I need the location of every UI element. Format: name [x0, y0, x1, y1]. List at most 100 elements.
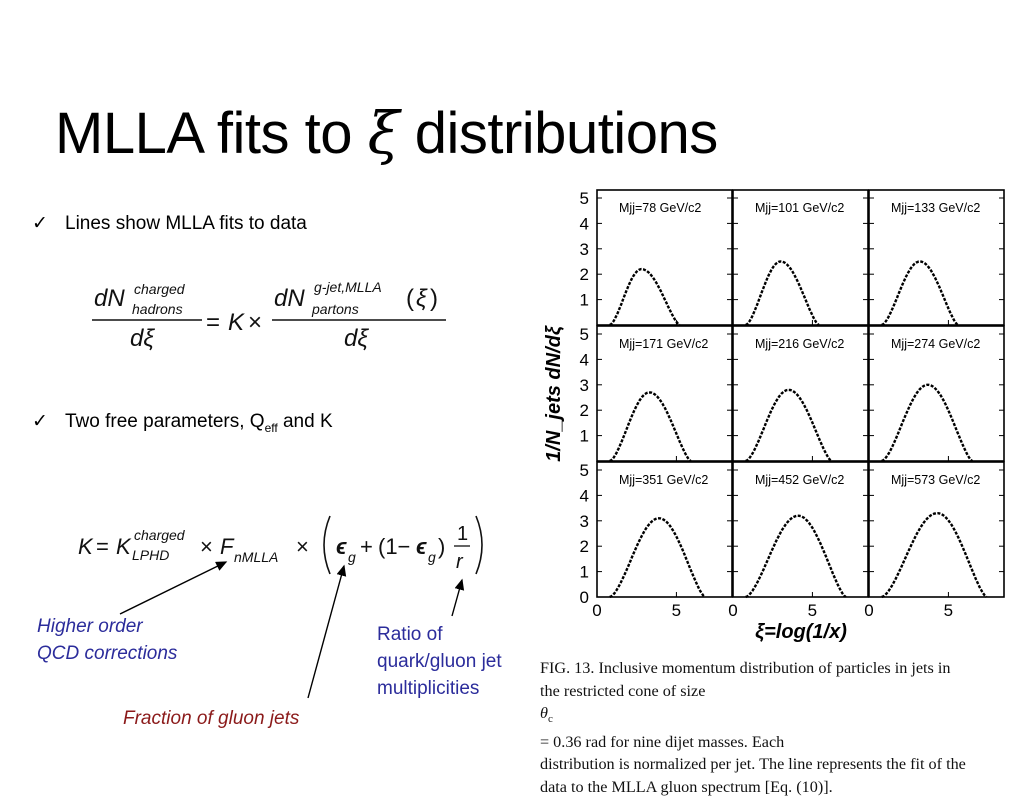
y-tick-label: 2 [580, 537, 589, 556]
svg-text:dN: dN [94, 285, 125, 312]
y-tick-label: 4 [580, 214, 589, 233]
panel-frame [732, 189, 869, 326]
panel-label: Mjj=216 GeV/c2 [755, 337, 844, 351]
svg-text:g: g [348, 549, 356, 565]
svg-text:partons: partons [311, 301, 359, 317]
spectrum-equation-graphic: dN charged hadrons dξ = K × dN g-jet,MLL… [92, 279, 446, 352]
ratio-line-2: quark/gluon jet [377, 651, 502, 672]
xi-distribution-figure: Mjj=78 GeV/c2 Mjj=101 GeV/c2 Mjj=133 GeV/c… [543, 189, 1005, 643]
svg-text:K: K [78, 534, 94, 559]
svg-text:×: × [296, 534, 309, 559]
x-axis-title: ξ=log(1/x) [755, 621, 847, 643]
svg-text:g-jet,MLLA: g-jet,MLLA [314, 279, 382, 295]
y-tick-label: 1 [580, 291, 589, 310]
figure-caption: FIG. 13. Inclusive momentum distribution… [540, 657, 1012, 798]
y-tick-label: 3 [580, 376, 589, 395]
checkmark-icon: ✓ [32, 411, 48, 432]
higher-order-line-2: QCD corrections [37, 643, 178, 664]
svg-text:dξ: dξ [130, 325, 155, 352]
svg-text:r: r [456, 551, 464, 573]
x-tick-label: 0 [864, 601, 873, 620]
caption-line-2-post: = 0.36 rad for nine dijet masses. Each [540, 732, 785, 751]
y-tick-label: 5 [580, 461, 589, 480]
y-tick-label: 3 [580, 512, 589, 531]
panel-label: Mjj=133 GeV/c2 [891, 201, 980, 215]
svg-text:charged: charged [134, 527, 186, 543]
fit-curve [881, 260, 959, 327]
panel-label: Mjj=171 GeV/c2 [619, 337, 708, 351]
checkmark-icon: ✓ [32, 213, 48, 234]
panel-label: Mjj=573 GeV/c2 [891, 473, 980, 487]
caption-line-1: FIG. 13. Inclusive momentum distribution… [540, 659, 951, 677]
annotation-arrows [119, 561, 465, 699]
fit-curve [609, 517, 706, 599]
caption-line-4: data to the MLLA gluon spectrum [Eq. (10… [540, 777, 833, 796]
panel-label: Mjj=274 GeV/c2 [891, 337, 980, 351]
svg-text:dξ: dξ [344, 325, 369, 352]
svg-text:ϵ: ϵ [336, 534, 347, 559]
y-tick-label: 2 [580, 265, 589, 284]
svg-text:ϵ: ϵ [416, 534, 427, 559]
panel-frame [596, 325, 733, 462]
title-text-pre: MLLA fits to [55, 101, 368, 166]
arrow-ratio [451, 578, 465, 617]
panel-frame [868, 325, 1005, 462]
bullet-parameters-text-end: and K [277, 411, 333, 432]
x-tick-label: 5 [944, 601, 953, 620]
svg-text:(: ( [406, 285, 414, 312]
x-tick-label: 5 [672, 601, 681, 620]
svg-text:nMLLA: nMLLA [234, 549, 278, 565]
svg-text:ξ: ξ [416, 285, 428, 312]
spectrum-equation: dN charged hadrons dξ = K × dN g-jet,MLL… [90, 274, 450, 354]
y-axis-title: 1/N_jets dN/dξ [543, 325, 565, 462]
bullet-fits-text: Lines show MLLA fits to data [65, 213, 307, 234]
y-tick-label: 4 [580, 486, 589, 505]
svg-text:+: + [360, 534, 373, 559]
caption-line-3: distribution is normalized per jet. The … [540, 755, 966, 774]
title-xi-symbol: ξ [367, 99, 400, 167]
y-tick-label: 5 [580, 189, 589, 208]
bullet-parameters-text: Two free parameters, Q [65, 411, 265, 432]
y-tick-label: 2 [580, 401, 589, 420]
svg-text:=: = [96, 534, 109, 559]
x-tick-label: 5 [808, 601, 817, 620]
fit-curve [609, 267, 681, 327]
y-tick-label: 1 [580, 427, 589, 446]
title-text-post: distributions [399, 101, 718, 166]
y-tick-label: 4 [580, 350, 589, 369]
arrow-higher-order [119, 561, 228, 615]
svg-text:hadrons: hadrons [132, 301, 183, 317]
svg-text:LPHD: LPHD [132, 547, 169, 563]
y-tick-label: 0 [580, 588, 589, 607]
higher-order-line-1: Higher order [37, 616, 143, 637]
bullet-parameters-subscript: eff [264, 420, 278, 435]
panel-frame [596, 461, 733, 598]
caption-theta: θ [540, 704, 548, 722]
slide-title: MLLA fits to ξ distributions [55, 98, 718, 169]
panel-label: Mjj=351 GeV/c2 [619, 473, 708, 487]
svg-text:charged: charged [134, 281, 186, 297]
svg-text:×: × [200, 534, 213, 559]
svg-text:g: g [428, 549, 436, 565]
k-factor-equation: K = K charged LPHD × F nMLLA × ϵ g + (1−… [74, 508, 494, 582]
svg-text:): ) [438, 534, 445, 559]
fit-curve [881, 511, 988, 599]
svg-text:=: = [206, 309, 220, 336]
x-tick-label: 0 [728, 601, 737, 620]
fit-curve [745, 260, 820, 327]
svg-text:): ) [430, 285, 438, 312]
svg-text:1: 1 [457, 523, 468, 545]
panel-frame [596, 189, 733, 326]
ratio-line-1: Ratio of [377, 624, 443, 645]
caption-line-2-pre: the restricted cone of size [540, 681, 706, 700]
panel-label: Mjj=452 GeV/c2 [755, 473, 844, 487]
fit-curve [745, 514, 847, 599]
caption-theta-sub: c [547, 713, 553, 726]
svg-text:F: F [220, 534, 235, 559]
y-tick-label: 3 [580, 240, 589, 259]
svg-text:K: K [228, 309, 245, 336]
ratio-line-3: multiplicities [377, 678, 480, 699]
gluon-fraction-annotation: Fraction of gluon jets [123, 708, 300, 729]
fit-curve [881, 383, 973, 463]
panel-label: Mjj=78 GeV/c2 [619, 201, 701, 215]
